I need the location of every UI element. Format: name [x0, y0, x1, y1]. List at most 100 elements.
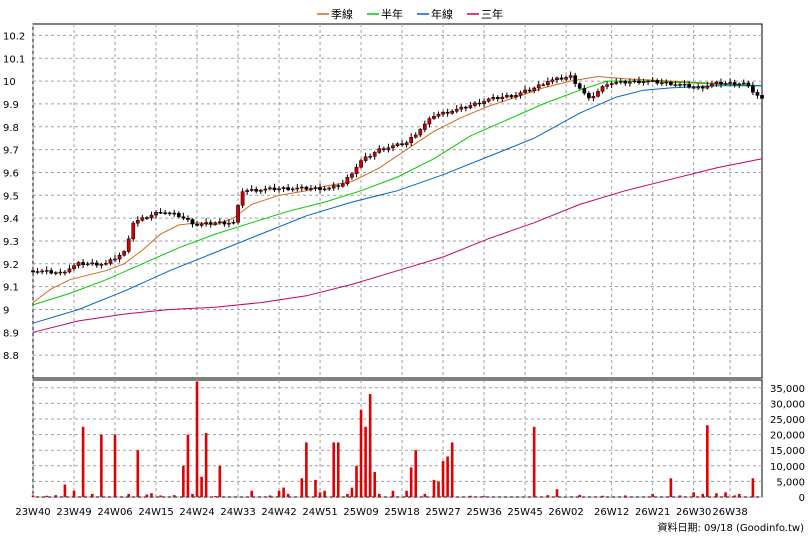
- price-y-tick: 9.5: [3, 191, 19, 202]
- x-tick-label: 25W36: [466, 507, 501, 518]
- volume-bar: [701, 493, 705, 497]
- candle-body: [163, 212, 167, 214]
- candle-body: [363, 156, 368, 161]
- candle-body: [737, 83, 742, 86]
- volume-bar: [405, 490, 408, 497]
- candle-body: [732, 82, 737, 86]
- x-tick-label: 24W24: [179, 507, 214, 518]
- candle-body: [117, 254, 122, 260]
- x-tick-label: 24W15: [138, 507, 173, 518]
- candle-body: [682, 84, 687, 86]
- volume-bar: [314, 479, 317, 497]
- candle-body: [741, 82, 746, 85]
- candle-body: [500, 96, 505, 100]
- price-y-tick: 9.8: [3, 123, 19, 134]
- candle-body: [186, 217, 190, 220]
- candle-body: [573, 75, 578, 84]
- candle-body: [404, 142, 409, 146]
- candle-body: [249, 189, 254, 191]
- volume-bar: [191, 493, 194, 497]
- volume-bar: [751, 478, 755, 497]
- volume-bar: [81, 426, 85, 497]
- volume-bar: [678, 495, 682, 497]
- candle-body: [714, 81, 719, 85]
- candle-body: [696, 86, 701, 89]
- candle-body: [190, 219, 195, 225]
- volume-bar: [441, 461, 445, 497]
- candle-body: [546, 81, 550, 86]
- volume-bar: [359, 409, 363, 497]
- candle-body: [181, 216, 186, 219]
- volume-bar: [90, 493, 94, 497]
- volume-bar: [355, 465, 358, 497]
- candle-body: [154, 212, 158, 216]
- volume-bar: [127, 493, 130, 497]
- candle-body: [527, 89, 532, 92]
- candle-body: [746, 82, 751, 87]
- volume-bar: [31, 495, 35, 497]
- candle-body: [126, 238, 131, 252]
- candle-body: [340, 183, 345, 187]
- volume-bar: [136, 450, 140, 497]
- volume-bar: [368, 394, 372, 497]
- candle-body: [113, 258, 117, 261]
- volume-bar: [336, 442, 340, 497]
- candle-body: [240, 191, 245, 206]
- candle-body: [345, 176, 350, 185]
- candle-body: [258, 189, 263, 192]
- volume-bar: [706, 425, 709, 497]
- volume-bar: [555, 489, 559, 497]
- candle-body: [277, 188, 281, 191]
- candle-body: [514, 95, 518, 98]
- candle-body: [204, 222, 208, 225]
- volume-bar: [546, 495, 550, 497]
- candle-body: [309, 188, 313, 190]
- candle-body: [372, 152, 377, 157]
- ma-line: [32, 80, 763, 306]
- candle-body: [719, 81, 723, 85]
- candle-body: [555, 77, 559, 80]
- candle-body: [637, 80, 641, 84]
- volume-bar: [669, 478, 673, 497]
- candle-body: [409, 137, 414, 144]
- x-tick-label: 24W51: [302, 507, 337, 518]
- candle-body: [31, 270, 35, 273]
- price-panel: 10.2 10.1 10 9.9 9.8 9.7 9.6 9.5 9.4 9.3 9.2 9.1 9 8.…: [3, 23, 764, 379]
- volume-bar: [373, 472, 377, 497]
- candle-body: [49, 270, 54, 274]
- volume-bar: [282, 487, 285, 497]
- candle-body: [359, 160, 363, 168]
- volume-bar: [715, 493, 718, 497]
- volume-bar: [159, 495, 162, 497]
- volume-bar: [172, 495, 176, 497]
- candle-body: [299, 186, 304, 189]
- candle-body: [222, 221, 227, 225]
- volume-bar: [318, 492, 322, 497]
- volume-bar: [532, 426, 536, 497]
- ma-line: [32, 158, 763, 333]
- volume-bar: [218, 465, 222, 497]
- candle-body: [518, 92, 523, 96]
- candle-body: [541, 84, 546, 87]
- candle-body: [614, 82, 619, 84]
- volume-panel: 35,000 30,000 25,000 20,000 15,000 10,000 5,00…: [31, 379, 805, 504]
- candle-body: [418, 129, 423, 136]
- x-tick-label: 25W27: [425, 507, 460, 518]
- volume-bar: [601, 495, 604, 497]
- candle-body: [468, 105, 473, 109]
- candle-body: [295, 187, 300, 190]
- candle-body: [368, 155, 373, 158]
- candle-body: [135, 220, 140, 224]
- candle-body: [559, 77, 564, 80]
- candle-body: [263, 188, 268, 191]
- volume-bar: [268, 495, 272, 497]
- volume-bar: [364, 426, 367, 497]
- candle-body: [441, 111, 445, 115]
- volume-bar: [182, 465, 185, 497]
- candle-body: [227, 222, 231, 225]
- candle-body: [290, 188, 295, 191]
- price-y-tick: 9.2: [3, 260, 19, 271]
- candle-body: [459, 106, 464, 110]
- candle-body: [505, 95, 509, 98]
- candle-body: [327, 187, 332, 190]
